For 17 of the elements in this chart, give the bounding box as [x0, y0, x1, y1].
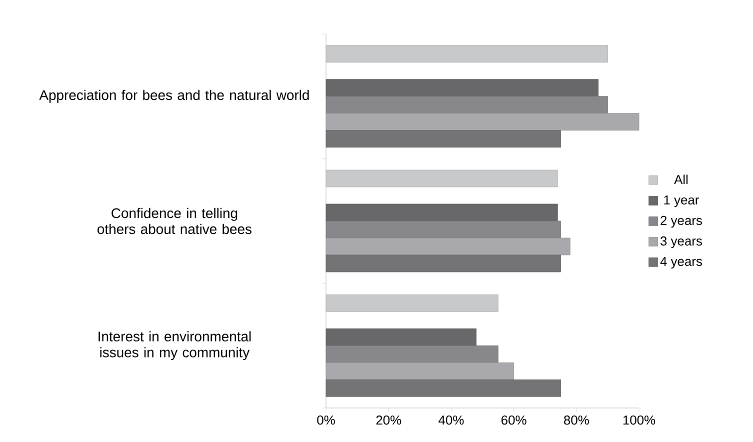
y-tick-label: Appreciation for bees and the natural world	[39, 90, 309, 103]
legend-label: 2 years	[660, 216, 702, 228]
x-tick-label: 0%	[317, 416, 335, 425]
y-tick-label: Interest in environmental issues in my community	[98, 331, 251, 360]
bar	[326, 379, 561, 397]
x-tick-label: 20%	[376, 416, 402, 425]
x-tick-label: 80%	[564, 416, 589, 425]
legend-label: 3 years	[660, 236, 702, 248]
legend-label: 1 year	[664, 196, 699, 208]
legend-label: 4 years	[660, 256, 702, 269]
bar	[326, 130, 561, 148]
x-tick-label: 40%	[438, 416, 464, 425]
x-tick-label: 100%	[623, 416, 656, 425]
legend-label: All	[674, 174, 688, 184]
bar	[326, 254, 561, 272]
x-tick-label: 60%	[502, 416, 526, 425]
y-tick-label: Confidence in telling others about native bees	[98, 208, 252, 234]
